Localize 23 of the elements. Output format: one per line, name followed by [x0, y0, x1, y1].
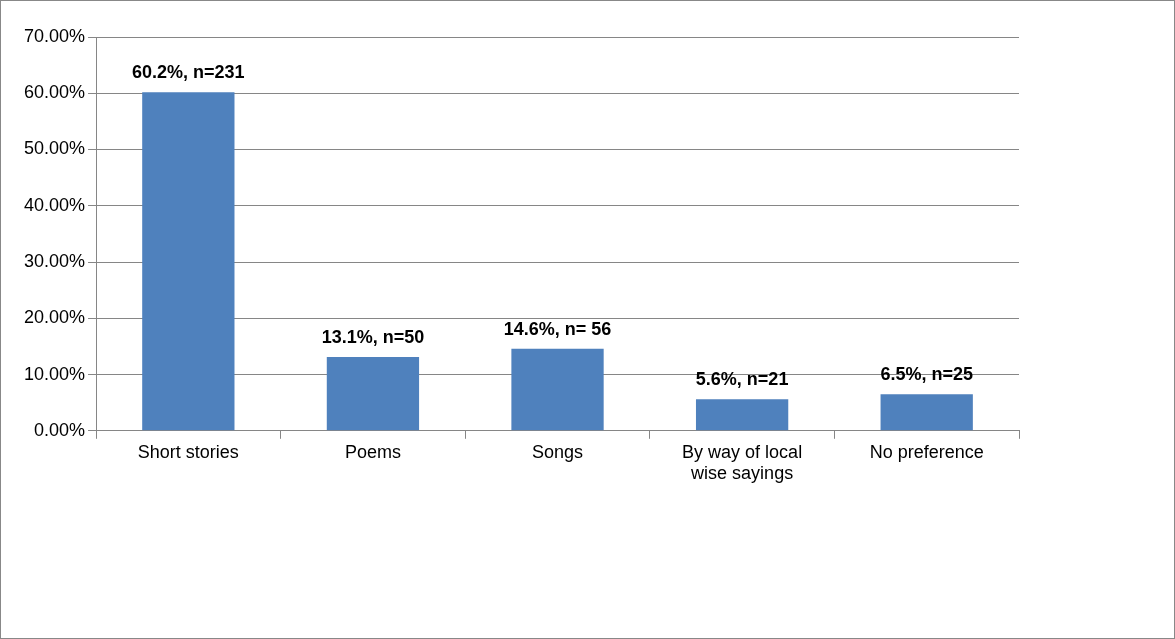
data-label: 5.6%, n=21: [695, 369, 789, 390]
y-tick-label: 30.00%: [23, 251, 86, 271]
y-tick-label: 0.00%: [34, 419, 86, 440]
bar: [511, 348, 604, 431]
data-label: 6.5%, n=25: [880, 364, 973, 385]
data-label: 13.1%, n=50: [321, 327, 425, 348]
x-tick-label: Songs: [532, 441, 584, 462]
y-tick-label: 50.00%: [23, 138, 86, 159]
x-tick-label: Short stories: [137, 441, 239, 462]
y-tick-label: 60.00%: [23, 82, 86, 103]
bar: [326, 357, 420, 431]
data-label: 14.6%, n= 56: [503, 318, 612, 339]
y-tick-label: 40.00%: [23, 194, 86, 215]
x-tick-label: By way of local wise sayings: [682, 441, 803, 484]
y-tick-label: 10.00%: [23, 363, 86, 384]
data-label: 60.2%, n=231: [132, 62, 245, 83]
bar: [695, 399, 789, 431]
bar: [880, 394, 973, 431]
y-tick-label: 20.00%: [23, 307, 86, 328]
x-tick-label: No preference: [869, 441, 984, 462]
x-tick-label: Poems: [344, 441, 401, 462]
bar: [142, 92, 235, 431]
y-tick-label: 70.00%: [23, 25, 86, 46]
